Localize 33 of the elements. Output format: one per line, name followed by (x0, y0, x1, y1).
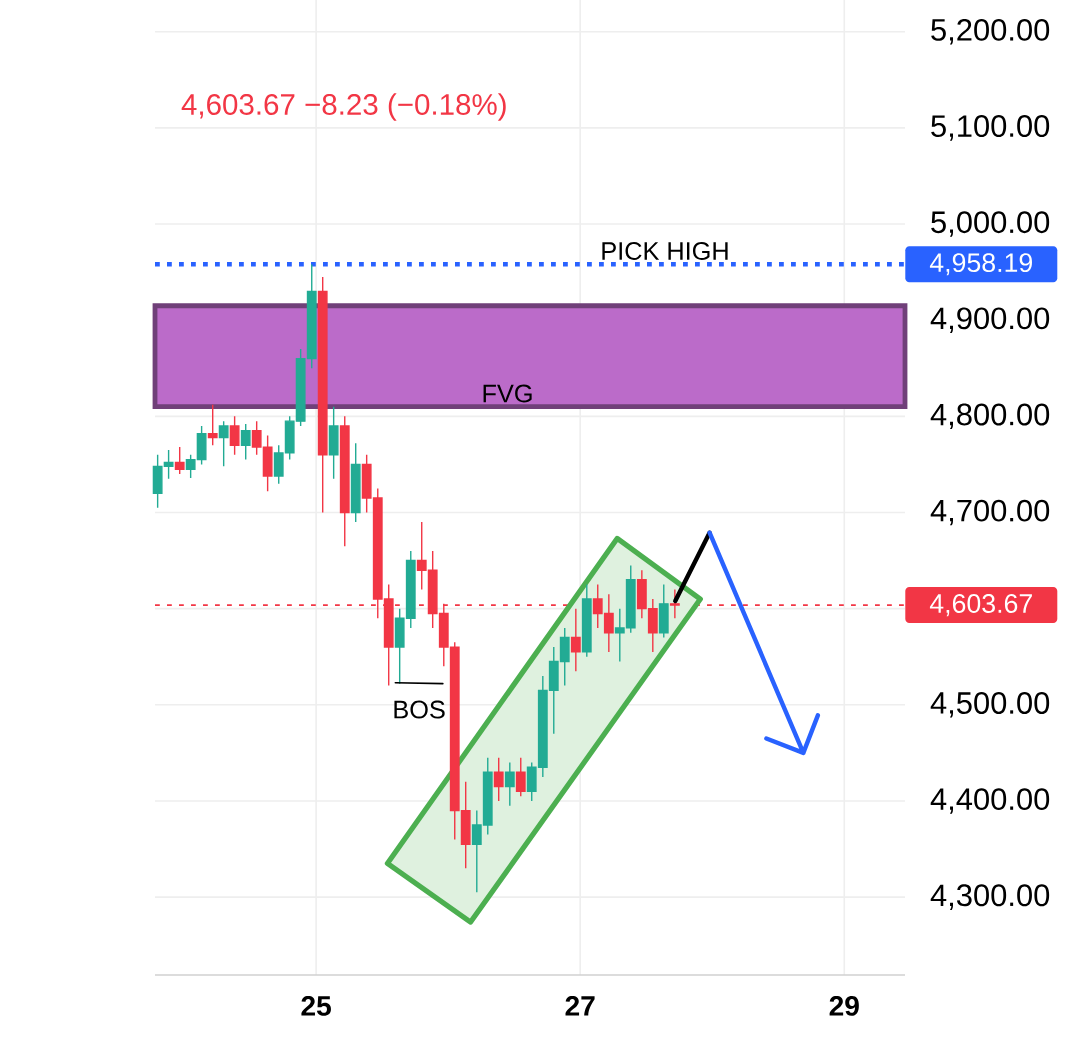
candlestick (570, 607, 581, 672)
y-tick-label: 4,603.67 (929, 594, 1032, 617)
candlestick (493, 756, 504, 802)
candlestick (229, 415, 240, 456)
ref-line-label: PICK HIGH (602, 242, 728, 260)
x-tick-label: 25 (301, 995, 331, 1016)
candlestick (581, 583, 592, 658)
candlestick (350, 442, 361, 523)
y-tick-label: 5,100.00 (931, 115, 1050, 141)
candlestick (174, 446, 185, 475)
candlestick (218, 420, 229, 468)
candlestick (658, 583, 669, 639)
y-tick-label: 5,200.00 (931, 18, 1050, 45)
y-tick-label: 4,700.00 (930, 499, 1050, 526)
candlestick (504, 761, 515, 807)
candlestick (240, 423, 251, 461)
text: 4,603.67 −8.23 (−0.18%) (181, 93, 506, 121)
candlestick (317, 276, 328, 514)
x-tick-label: 29 (829, 995, 859, 1016)
y-tick-label: 4,400.00 (930, 788, 1050, 814)
candlestick (328, 406, 339, 480)
y-tick-label: 4,300.00 (930, 884, 1050, 910)
y-tick-label: 5,000.00 (931, 211, 1050, 237)
candlestick (339, 415, 350, 547)
band-label: FVG (483, 384, 532, 403)
series-label: BOS (394, 700, 445, 719)
candlestick (669, 588, 680, 619)
y-tick-label: 4,800.00 (930, 403, 1050, 430)
y-tick-label: 4,500.00 (930, 692, 1050, 718)
candlestick (515, 756, 526, 797)
y-tick-label: 4,900.00 (930, 307, 1050, 333)
y-tick-label: 4,958.19 (929, 253, 1032, 276)
x-tick-label: 27 (565, 995, 595, 1016)
